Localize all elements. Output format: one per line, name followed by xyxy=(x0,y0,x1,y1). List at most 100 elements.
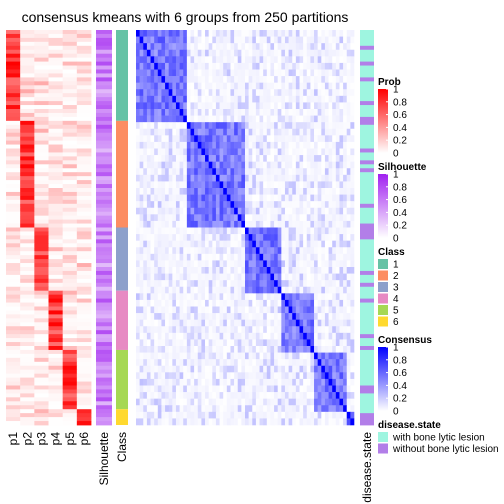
consensus-cell xyxy=(194,260,199,268)
consensus-cell xyxy=(255,62,260,70)
consensus-cell xyxy=(215,372,220,380)
consensus-cell xyxy=(172,352,177,360)
consensus-cell xyxy=(281,69,286,77)
consensus-cell xyxy=(324,359,329,367)
consensus-cell xyxy=(208,161,213,169)
consensus-cell xyxy=(172,227,177,235)
consensus-cell xyxy=(335,234,340,241)
prob-cell xyxy=(6,128,21,134)
consensus-cell xyxy=(215,69,220,77)
consensus-cell xyxy=(219,89,224,97)
consensus-cell xyxy=(241,201,246,209)
consensus-cell xyxy=(143,280,148,288)
consensus-cell xyxy=(219,161,224,169)
consensus-cell xyxy=(284,220,289,228)
disease-state-cell xyxy=(360,389,374,394)
consensus-cell xyxy=(252,280,257,288)
consensus-cell xyxy=(266,352,271,360)
consensus-cell xyxy=(310,352,315,360)
consensus-cell xyxy=(201,411,206,419)
consensus-cell xyxy=(194,122,199,130)
consensus-cell xyxy=(237,286,242,294)
consensus-cell xyxy=(215,122,220,130)
prob-cell xyxy=(20,405,35,410)
consensus-cell xyxy=(154,30,159,37)
disease-state-cell xyxy=(360,45,374,51)
consensus-cell xyxy=(295,240,300,248)
consensus-cell xyxy=(255,207,260,215)
prob-cell xyxy=(48,176,64,181)
consensus-cell xyxy=(194,56,199,64)
prob-cell xyxy=(34,306,49,311)
consensus-cell xyxy=(150,36,155,44)
consensus-cell xyxy=(346,346,351,353)
consensus-cell xyxy=(212,82,217,90)
consensus-cell xyxy=(270,36,275,44)
disease-state-cell xyxy=(360,401,374,406)
silhouette-cell xyxy=(96,152,112,157)
consensus-cell xyxy=(194,234,199,241)
consensus-cell xyxy=(241,95,246,103)
consensus-cell xyxy=(266,392,271,399)
consensus-cell xyxy=(237,148,242,156)
consensus-cell xyxy=(230,378,235,386)
consensus-cell xyxy=(314,267,318,274)
prob-cell xyxy=(76,160,92,165)
consensus-cell xyxy=(172,234,177,241)
consensus-cell xyxy=(136,220,140,228)
prob-cell xyxy=(62,294,78,299)
consensus-cell xyxy=(226,82,231,90)
consensus-cell xyxy=(288,56,293,64)
consensus-cell xyxy=(343,115,348,123)
prob-cell xyxy=(62,330,78,335)
disease-state-cell xyxy=(360,346,374,351)
consensus-cell xyxy=(270,135,275,143)
consensus-cell xyxy=(194,135,199,143)
consensus-cell xyxy=(139,299,144,307)
prob-cell xyxy=(62,53,78,59)
consensus-cell xyxy=(230,56,235,64)
consensus-cell xyxy=(157,168,162,176)
consensus-cell xyxy=(248,319,253,327)
consensus-cell xyxy=(179,201,184,209)
consensus-cell xyxy=(136,299,140,307)
prob-cell xyxy=(62,385,78,390)
consensus-cell xyxy=(328,56,333,64)
consensus-cell xyxy=(335,253,340,261)
consensus-cell xyxy=(270,260,275,268)
consensus-cell xyxy=(175,49,180,57)
consensus-cell xyxy=(208,398,213,406)
prob-cell xyxy=(20,120,35,126)
prob-cell xyxy=(20,136,35,141)
consensus-cell xyxy=(292,339,297,347)
consensus-cell xyxy=(328,234,333,241)
consensus-cell xyxy=(288,76,293,83)
consensus-cell xyxy=(205,392,209,399)
consensus-cell xyxy=(252,174,257,182)
consensus-cell xyxy=(245,385,249,393)
consensus-cell xyxy=(179,155,184,162)
consensus-cell xyxy=(335,128,340,136)
prob-cell xyxy=(62,377,78,382)
consensus-cell xyxy=(266,128,271,136)
silhouette-cell xyxy=(96,373,112,378)
prob-cell xyxy=(6,239,21,244)
consensus-cell xyxy=(172,161,177,169)
consensus-cell xyxy=(332,372,337,380)
consensus-cell xyxy=(270,95,275,103)
consensus-cell xyxy=(183,392,188,399)
consensus-cell xyxy=(143,372,148,380)
consensus-cell xyxy=(215,326,220,334)
consensus-cell xyxy=(226,214,231,222)
consensus-cell xyxy=(237,247,242,255)
consensus-cell xyxy=(194,346,199,353)
prob-cell xyxy=(62,116,78,122)
consensus-cell xyxy=(139,418,144,426)
consensus-cell xyxy=(332,102,337,110)
consensus-cell xyxy=(292,82,297,90)
prob-cell xyxy=(76,33,92,39)
consensus-cell xyxy=(237,392,242,399)
consensus-cell xyxy=(332,135,337,143)
prob-cell xyxy=(62,318,78,323)
consensus-cell xyxy=(328,43,333,51)
